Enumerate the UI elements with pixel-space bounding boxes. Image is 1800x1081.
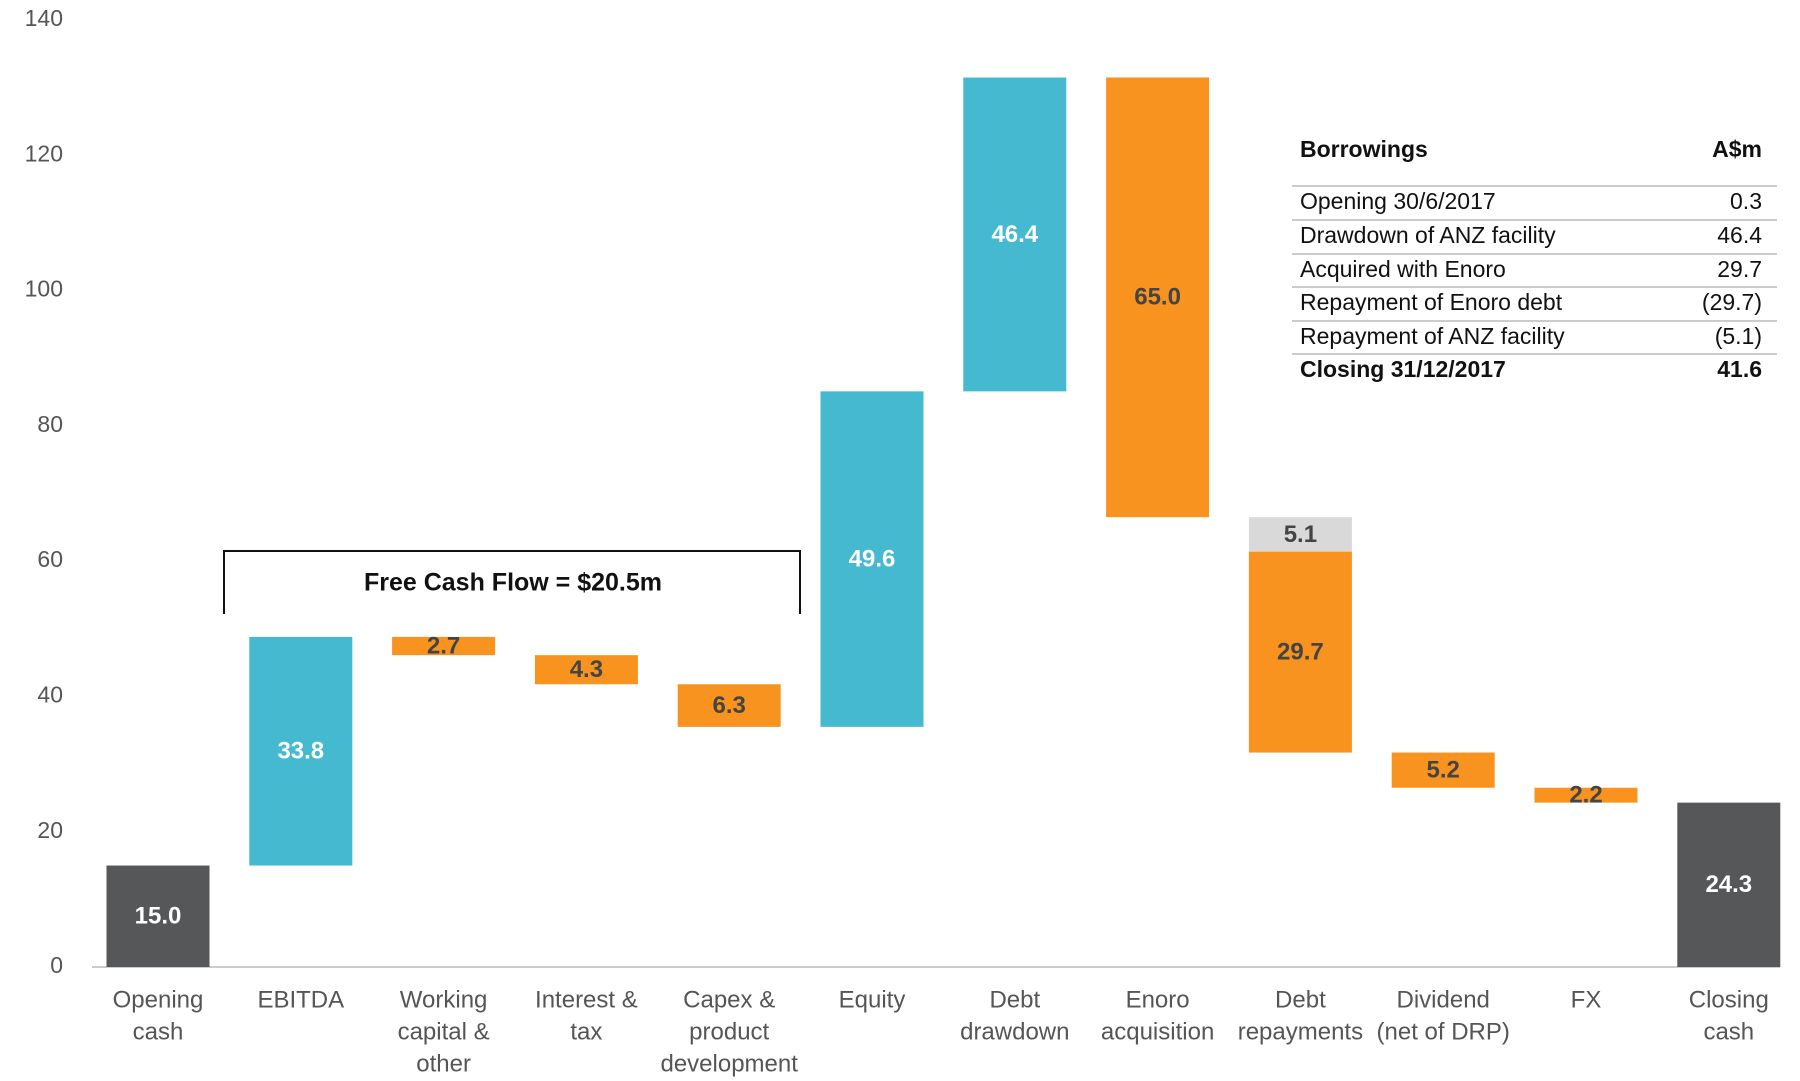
bar — [1534, 787, 1638, 803]
value-label: 2.7 — [427, 632, 460, 659]
table-cell: 41.6 — [1717, 356, 1762, 382]
value-label: 49.6 — [849, 545, 896, 572]
table-header: A$m — [1712, 136, 1762, 162]
value-label: 15.0 — [135, 903, 182, 930]
bar — [1248, 551, 1352, 753]
x-tick-label: other — [416, 1050, 471, 1077]
x-tick-label: Opening — [113, 986, 204, 1013]
value-label: 2.2 — [1569, 782, 1602, 809]
bar — [1248, 517, 1352, 552]
x-tick-label: drawdown — [960, 1018, 1069, 1045]
table-cell: Repayment of Enoro debt — [1300, 289, 1563, 315]
table-cell: (5.1) — [1715, 323, 1762, 349]
y-tick-label: 40 — [37, 682, 63, 708]
y-tick-label: 20 — [37, 817, 63, 843]
x-tick-label: Equity — [839, 986, 906, 1013]
value-label: 65.0 — [1134, 284, 1181, 311]
table-cell: 29.7 — [1717, 256, 1762, 282]
x-tick-label: Capex & — [683, 986, 775, 1013]
bar — [249, 636, 353, 866]
x-tick-label: capital & — [398, 1018, 490, 1045]
x-tick-label: development — [660, 1050, 798, 1077]
bar — [534, 655, 638, 685]
table-cell: Opening 30/6/2017 — [1300, 188, 1496, 214]
x-tick-label: Enoro — [1126, 986, 1190, 1013]
y-tick-label: 60 — [37, 546, 63, 572]
y-tick-label: 100 — [25, 276, 63, 302]
bar — [677, 684, 781, 727]
value-label: 33.8 — [277, 738, 324, 765]
table-cell: 0.3 — [1730, 188, 1762, 214]
y-tick-label: 0 — [50, 952, 63, 978]
y-tick-label: 80 — [37, 411, 63, 437]
x-tick-label: (net of DRP) — [1377, 1018, 1510, 1045]
x-tick-label: EBITDA — [257, 986, 344, 1013]
x-tick-label: Debt — [1275, 986, 1326, 1013]
value-label: 24.3 — [1705, 871, 1752, 898]
x-tick-label: Interest & — [535, 986, 638, 1013]
x-tick-label: acquisition — [1101, 1018, 1214, 1045]
bar — [392, 636, 496, 656]
table-cell: (29.7) — [1702, 289, 1762, 315]
value-label: 46.4 — [991, 221, 1038, 248]
value-label: 5.2 — [1427, 757, 1460, 784]
y-tick-label: 140 — [25, 5, 63, 31]
table-header: Borrowings — [1300, 136, 1428, 162]
x-tick-label: FX — [1571, 986, 1602, 1013]
value-label: 6.3 — [713, 692, 746, 719]
value-label: 5.1 — [1284, 521, 1317, 548]
x-tick-label: Debt — [989, 986, 1040, 1013]
table-cell: Closing 31/12/2017 — [1300, 356, 1506, 382]
bar — [1106, 77, 1210, 518]
bar — [820, 391, 924, 727]
value-label: 29.7 — [1277, 638, 1324, 665]
bar — [1391, 752, 1495, 788]
x-tick-label: Working — [400, 986, 488, 1013]
x-tick-label: repayments — [1238, 1018, 1363, 1045]
value-label: 4.3 — [570, 656, 603, 683]
table-cell: 46.4 — [1717, 222, 1762, 248]
table-cell: Acquired with Enoro — [1300, 256, 1506, 282]
bracket — [223, 550, 801, 614]
bar — [963, 77, 1067, 392]
table-cell: Drawdown of ANZ facility — [1300, 222, 1556, 248]
table-cell: Repayment of ANZ facility — [1300, 323, 1565, 349]
x-tick-label: cash — [1703, 1018, 1754, 1045]
x-tick-label: Closing — [1689, 986, 1769, 1013]
bar — [1677, 802, 1781, 967]
x-tick-label: Dividend — [1397, 986, 1490, 1013]
x-tick-label: product — [689, 1018, 769, 1045]
y-tick-label: 120 — [25, 140, 63, 166]
x-tick-label: tax — [570, 1018, 602, 1045]
x-tick-label: cash — [133, 1018, 184, 1045]
annotation: Free Cash Flow = $20.5m — [364, 569, 662, 597]
bar — [106, 865, 210, 967]
